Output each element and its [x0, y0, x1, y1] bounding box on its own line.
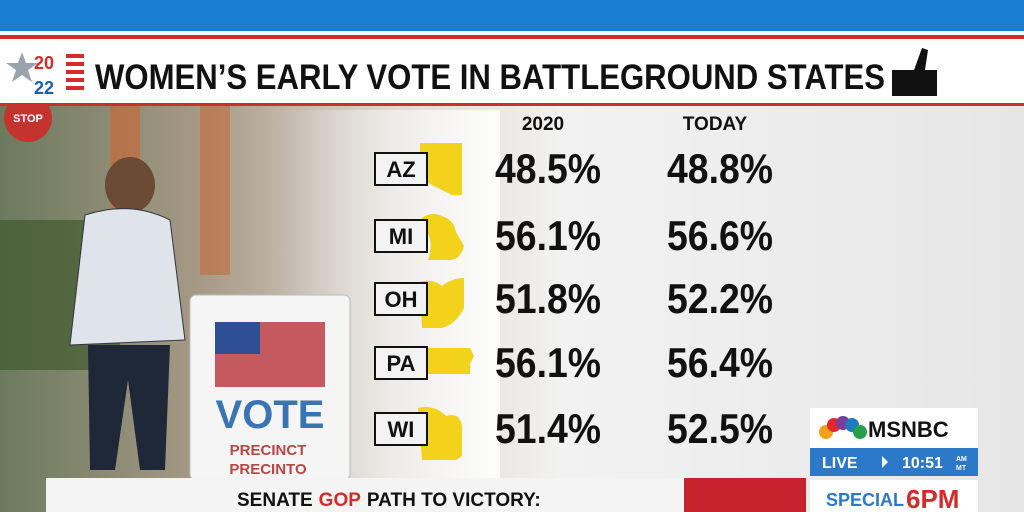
percent: 56.6% [667, 212, 773, 259]
state-label: PA [387, 351, 416, 376]
state-label-box [374, 219, 428, 253]
special: SPECIAL [826, 490, 904, 510]
person-shirt [69, 208, 186, 346]
state-shape [418, 407, 462, 460]
percent: 56.4% [667, 339, 773, 386]
top-bar [0, 0, 1024, 31]
percent: 52.2% [667, 275, 773, 322]
stripe [66, 70, 84, 74]
percent: 56.1% [495, 339, 601, 386]
percent: 48.5% [495, 145, 601, 192]
logo-year: 22 [34, 78, 54, 98]
live-bar [810, 448, 978, 476]
stripe [66, 78, 84, 82]
feather [853, 425, 867, 439]
column-header: TODAY [683, 114, 748, 135]
state-label-box [374, 346, 428, 380]
stripe [66, 86, 84, 90]
stripe [66, 62, 84, 66]
state-label-box [374, 282, 428, 316]
ballot-icon [892, 48, 937, 96]
logo-year: 20 [34, 53, 54, 73]
stop-text: STOP [13, 113, 43, 125]
lower-third-accent [684, 478, 806, 512]
zone: MT [956, 465, 967, 472]
title-bar [0, 40, 1024, 106]
logo-star [6, 52, 38, 82]
person-pants [88, 345, 170, 470]
percent: 52.5% [667, 405, 773, 452]
state-label: WI [388, 417, 415, 442]
state-shape [420, 143, 462, 195]
state-label: OH [385, 287, 418, 312]
party: GOP [319, 490, 362, 511]
stripe [66, 54, 84, 58]
state-shape [420, 278, 464, 328]
arrow [882, 456, 888, 468]
lower-third-text: SENATE GOP PATH TO VICTORY: [237, 490, 541, 511]
stripe [0, 35, 1024, 39]
state-label: MI [389, 224, 413, 249]
lower-third [46, 478, 806, 512]
sign-flag-canton [215, 322, 260, 354]
column-header: 2020 [522, 114, 564, 135]
state-label-box [374, 412, 428, 446]
sign-line: PRECINCT [230, 442, 307, 459]
special-box [810, 480, 978, 512]
live: LIVE [822, 455, 858, 472]
person-hair [105, 157, 155, 213]
word: SENATE [237, 490, 313, 511]
state-shape [418, 348, 474, 374]
data-table: 2020 TODAY AZ 48.5% 48.8% MI 56.1% 56.6% OH 51.8%… [374, 114, 773, 460]
time: 10:51 [902, 455, 943, 472]
state-label: AZ [386, 157, 415, 182]
peacock [819, 416, 867, 439]
state-label-box [374, 152, 428, 186]
percent: 51.8% [495, 275, 601, 322]
percent: 51.4% [495, 405, 601, 452]
stripe [0, 103, 1024, 106]
percent: 56.1% [495, 212, 601, 259]
sign-line: PRECINTO [229, 461, 307, 478]
hour: 6PM [906, 484, 959, 512]
pillar [200, 105, 230, 275]
word: PATH TO VICTORY: [367, 490, 541, 511]
network-logo: MSNBC [868, 417, 949, 442]
state-shape [418, 214, 464, 260]
title: WOMEN’S EARLY VOTE IN BATTLEGROUND STATE… [95, 58, 885, 97]
sign-vote: VOTE [216, 393, 325, 437]
percent: 48.8% [667, 145, 773, 192]
logo-stripes [66, 54, 84, 90]
am: AM [956, 456, 967, 463]
